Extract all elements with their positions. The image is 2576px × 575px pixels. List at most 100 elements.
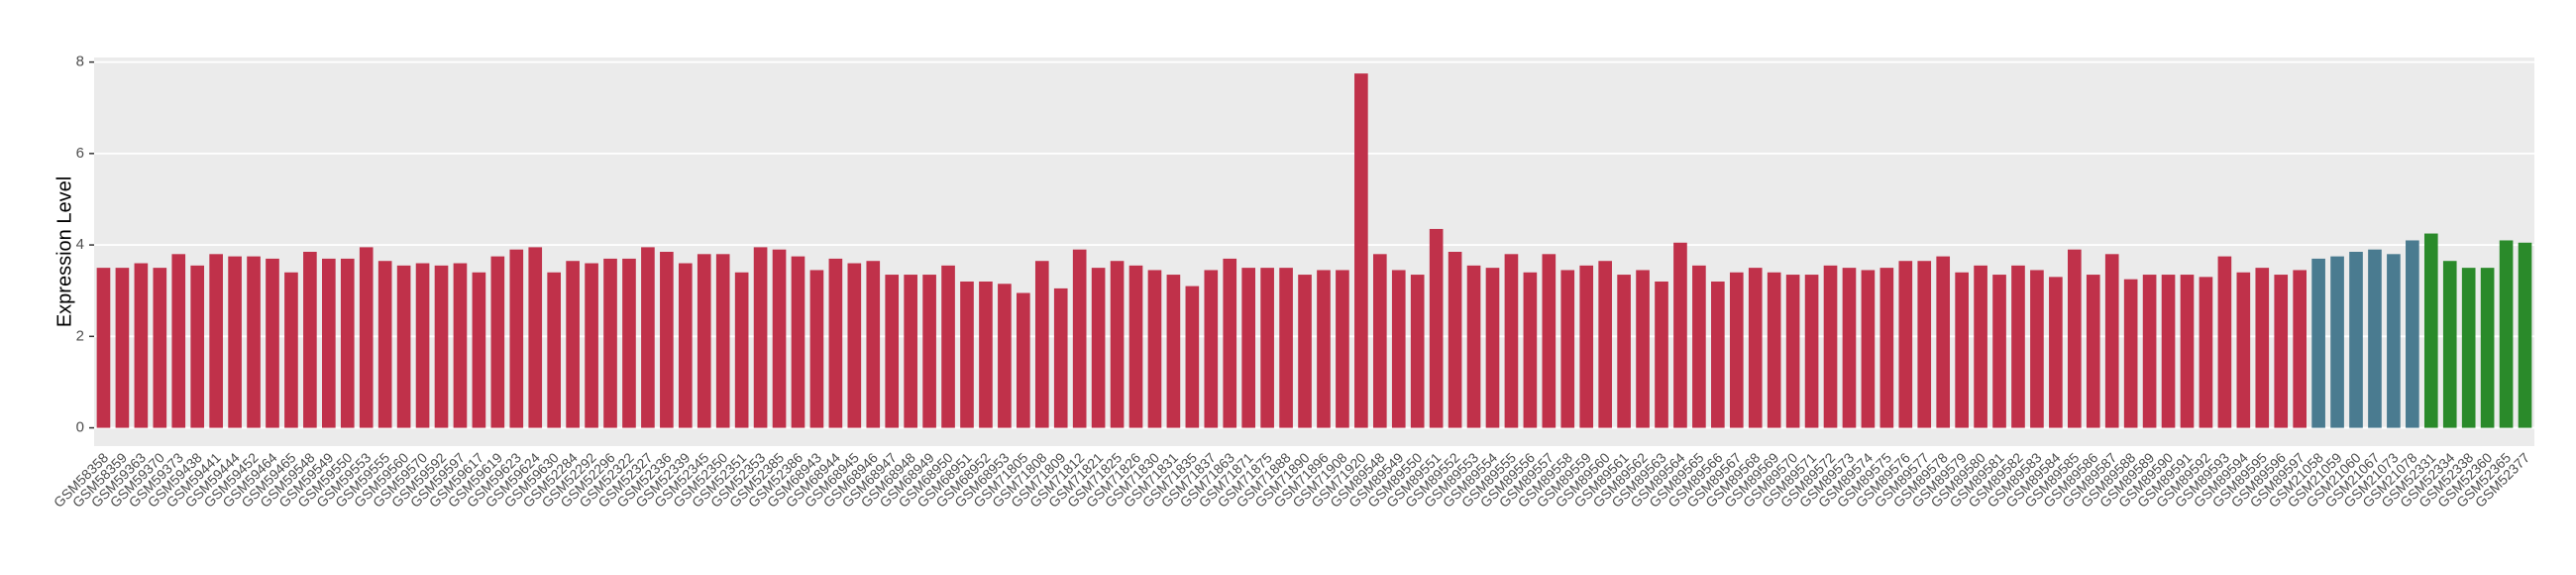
bar <box>1391 270 1406 428</box>
bar <box>2330 256 2344 428</box>
bar <box>228 256 242 428</box>
bar <box>1241 268 1256 428</box>
bar <box>2217 256 2232 428</box>
bar <box>2423 233 2438 428</box>
bar <box>340 258 355 428</box>
bar <box>322 258 336 428</box>
bar <box>284 272 298 428</box>
bar <box>979 281 993 428</box>
bar <box>1992 275 2006 428</box>
bar <box>1767 272 1781 428</box>
bar <box>2480 268 2495 428</box>
bar <box>1560 270 1575 428</box>
bar <box>753 247 768 428</box>
bar <box>2368 249 2382 428</box>
bar <box>1861 270 1876 428</box>
bar <box>1673 242 1687 428</box>
bar <box>434 265 449 428</box>
bar <box>1110 261 1125 428</box>
bar <box>1692 265 1706 428</box>
y-tick-label: 0 <box>76 419 84 436</box>
bar <box>1372 254 1387 428</box>
bar <box>247 256 261 428</box>
bar <box>1034 261 1049 428</box>
bar <box>96 268 111 428</box>
bar <box>1147 270 1162 428</box>
bar <box>1466 265 1481 428</box>
bar <box>547 272 562 428</box>
bar <box>2030 270 2044 428</box>
bar <box>1542 254 1556 428</box>
bar <box>1485 268 1500 428</box>
bar <box>2311 258 2325 428</box>
bar <box>2461 268 2476 428</box>
bar <box>1823 265 1838 428</box>
bar <box>2123 279 2138 428</box>
bar <box>1072 249 1087 428</box>
bar <box>2180 275 2195 428</box>
bar <box>791 256 805 428</box>
bar <box>2499 240 2514 428</box>
bar <box>1410 275 1425 428</box>
bar <box>885 275 900 428</box>
bar <box>1354 73 1368 428</box>
bar <box>396 265 411 428</box>
bar <box>2161 275 2176 428</box>
bar <box>1917 261 1932 428</box>
bar <box>772 249 787 428</box>
bar <box>734 272 749 428</box>
bar <box>715 254 730 428</box>
bar <box>941 265 955 428</box>
bar <box>1185 286 1200 428</box>
bar <box>960 281 974 428</box>
bar <box>1955 272 1969 428</box>
bar <box>1879 268 1894 428</box>
bar <box>1598 261 1612 428</box>
bar <box>847 263 862 428</box>
bar <box>2236 272 2251 428</box>
bar <box>528 247 543 428</box>
bar <box>1166 275 1181 428</box>
bar <box>2293 270 2307 428</box>
bar <box>1223 258 1237 428</box>
bar <box>1429 228 1444 428</box>
bar <box>1017 292 1030 428</box>
bar <box>566 261 580 428</box>
bar <box>359 247 374 428</box>
bar <box>2104 254 2119 428</box>
y-tick-label: 4 <box>76 236 84 253</box>
bar <box>209 254 223 428</box>
bar <box>115 268 130 428</box>
bar <box>2142 275 2157 428</box>
bar <box>1617 275 1631 428</box>
bar <box>1336 270 1349 428</box>
bar <box>904 275 917 428</box>
bar <box>153 268 167 428</box>
bar <box>603 258 617 428</box>
bar <box>998 284 1012 428</box>
bar <box>2086 275 2100 428</box>
bar <box>622 258 636 428</box>
bar <box>171 254 186 428</box>
y-tick-label: 8 <box>76 54 84 70</box>
bar <box>641 247 655 428</box>
bar <box>190 265 205 428</box>
bar <box>2049 277 2063 428</box>
y-tick-label: 2 <box>76 327 84 344</box>
bar <box>1053 288 1068 428</box>
bar <box>2199 277 2213 428</box>
bar <box>828 258 843 428</box>
bar <box>303 252 317 428</box>
bar <box>697 254 711 428</box>
bar <box>1448 252 1462 428</box>
bar <box>809 270 824 428</box>
bar <box>1636 270 1650 428</box>
bar <box>1785 275 1800 428</box>
bar <box>415 263 430 428</box>
bar <box>660 252 674 428</box>
bar <box>1523 272 1538 428</box>
bar <box>1842 268 1857 428</box>
bar <box>2442 261 2457 428</box>
bar <box>2518 242 2532 428</box>
